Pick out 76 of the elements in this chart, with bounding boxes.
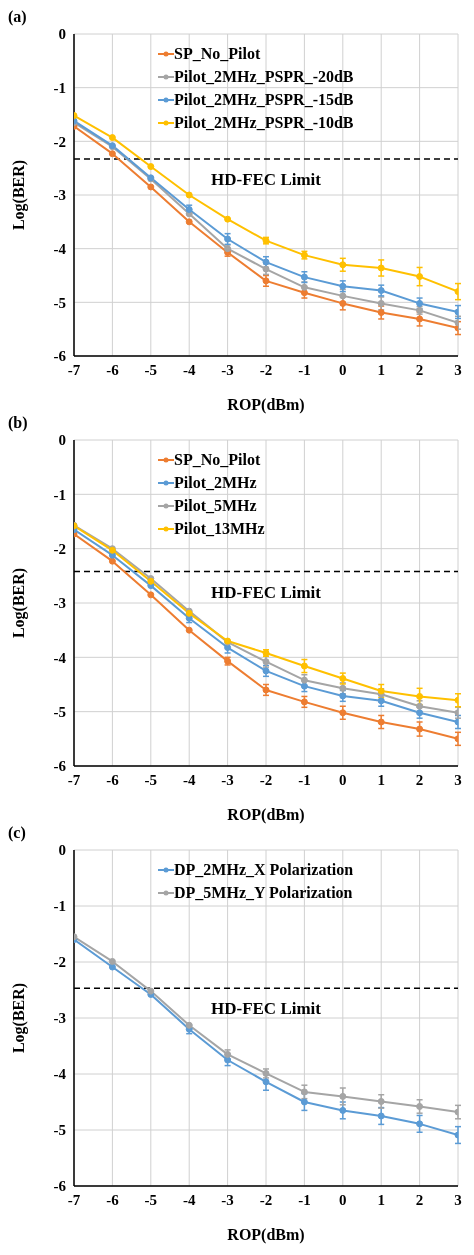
x-tick-label: 2 — [415, 361, 424, 378]
x-tick-label: -4 — [182, 771, 196, 788]
x-axis-title: ROP(dBm) — [227, 1226, 305, 1244]
x-tick-label: -4 — [182, 1191, 196, 1208]
y-tick-label: -6 — [53, 348, 67, 365]
x-tick-label: -1 — [298, 771, 311, 788]
x-tick-label: 0 — [339, 1191, 347, 1208]
x-tick-label: -5 — [144, 361, 158, 378]
x-tick-label: 1 — [377, 361, 385, 378]
x-tick-label: -1 — [298, 361, 311, 378]
x-tick-label: -6 — [106, 771, 120, 788]
y-tick-label: -3 — [53, 1010, 66, 1027]
y-tick-label: 0 — [58, 842, 66, 859]
x-tick-label: 3 — [454, 771, 462, 788]
x-tick-label: 2 — [415, 1191, 424, 1208]
ref-line-label: HD-FEC Limit — [210, 999, 322, 1019]
y-tick-label: -1 — [53, 898, 66, 915]
y-tick-label: 0 — [58, 26, 66, 43]
x-tick-label: -5 — [144, 771, 158, 788]
x-tick-label: -7 — [67, 771, 81, 788]
ref-line-label: HD-FEC Limit — [210, 582, 322, 602]
y-axis-title: Log(BER) — [9, 567, 28, 639]
y-tick-label: -5 — [53, 294, 66, 311]
legend-label: SP_No_Pilot — [174, 450, 261, 470]
y-tick-label: -6 — [53, 1178, 67, 1195]
y-tick-label: -2 — [53, 954, 66, 971]
x-tick-label: 0 — [339, 771, 347, 788]
y-tick-label: -5 — [53, 1122, 66, 1139]
x-tick-label: 2 — [415, 771, 424, 788]
chart-title: (c) — [8, 824, 27, 842]
x-tick-label: 0 — [339, 361, 347, 378]
x-tick-label: -3 — [221, 771, 234, 788]
legend-label: Pilot_13MHz — [174, 519, 265, 539]
x-tick-label: 3 — [454, 361, 462, 378]
chart-title: (a) — [8, 8, 28, 26]
legend-label: Pilot_2MHz_PSPR_-20dB — [174, 67, 354, 87]
y-tick-label: -2 — [53, 540, 66, 557]
x-tick-label: 1 — [377, 1191, 385, 1208]
y-tick-label: 0 — [58, 432, 66, 449]
y-tick-label: -4 — [53, 240, 67, 257]
x-tick-label: -3 — [221, 361, 234, 378]
y-tick-label: -1 — [53, 486, 66, 503]
legend-label: Pilot_2MHz — [174, 473, 257, 493]
y-axis-title: Log(BER) — [9, 159, 28, 231]
x-tick-label: -2 — [259, 771, 273, 788]
x-tick-label: -7 — [67, 1191, 81, 1208]
y-axis-title: Log(BER) — [9, 982, 28, 1054]
x-tick-label: 1 — [377, 771, 385, 788]
x-tick-label: -1 — [298, 1191, 311, 1208]
y-tick-label: -4 — [53, 1066, 67, 1083]
x-tick-label: 3 — [454, 1191, 462, 1208]
chart-title: (b) — [8, 414, 29, 432]
x-tick-label: -6 — [106, 361, 120, 378]
x-tick-label: -6 — [106, 1191, 120, 1208]
x-tick-label: -5 — [144, 1191, 158, 1208]
legend-label: Pilot_5MHz — [174, 496, 257, 516]
x-tick-label: -2 — [259, 1191, 273, 1208]
y-tick-label: -5 — [53, 703, 66, 720]
ref-line-label: HD-FEC Limit — [210, 170, 322, 190]
y-tick-label: -4 — [53, 649, 67, 666]
legend-label: Pilot_2MHz_PSPR_-10dB — [174, 113, 354, 133]
x-tick-label: -4 — [182, 361, 196, 378]
y-tick-label: -2 — [53, 133, 66, 150]
x-tick-label: -7 — [67, 361, 81, 378]
x-tick-label: -3 — [221, 1191, 234, 1208]
y-tick-label: -6 — [53, 758, 67, 775]
legend-label: DP_5MHz_Y Polarization — [174, 883, 353, 903]
x-axis-title: ROP(dBm) — [227, 396, 305, 414]
legend-label: SP_No_Pilot — [174, 44, 261, 64]
y-tick-label: -1 — [53, 79, 66, 96]
legend-label: DP_2MHz_X Polarization — [174, 860, 354, 880]
y-tick-label: -3 — [53, 187, 66, 204]
x-tick-label: -2 — [259, 361, 273, 378]
y-tick-label: -3 — [53, 595, 66, 612]
x-axis-title: ROP(dBm) — [227, 806, 305, 824]
legend-label: Pilot_2MHz_PSPR_-15dB — [174, 90, 354, 110]
